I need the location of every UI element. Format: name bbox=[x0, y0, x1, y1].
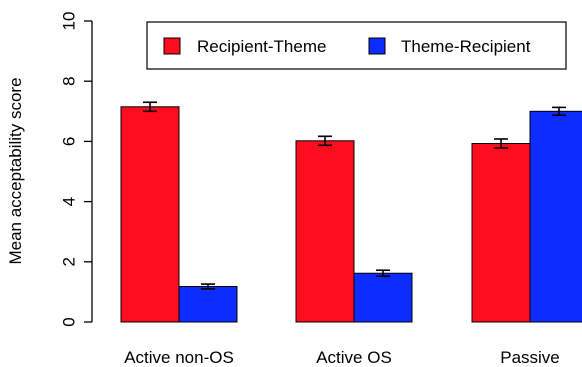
bar-theme-recipient-2 bbox=[529, 110, 582, 323]
y-tick-label: 2 bbox=[59, 257, 78, 266]
x-category-label: Active OS bbox=[316, 348, 392, 367]
bar-recipient-theme-1 bbox=[295, 140, 355, 323]
legend-swatch bbox=[368, 37, 386, 55]
bar-theme-recipient-0 bbox=[178, 285, 238, 323]
bar-recipient-theme-0 bbox=[120, 106, 180, 323]
legend: Recipient-Theme Theme-Recipient bbox=[146, 21, 567, 70]
y-tick-label: 6 bbox=[59, 137, 78, 146]
legend-box bbox=[146, 21, 567, 70]
x-category-label: Passive bbox=[500, 348, 560, 367]
y-tick-label: 10 bbox=[59, 12, 78, 31]
y-tick-label: 8 bbox=[59, 76, 78, 85]
legend-label: Theme-Recipient bbox=[401, 37, 531, 56]
y-tick-label: 4 bbox=[59, 197, 78, 206]
y-axis: 0 2 4 6 8 10 bbox=[59, 12, 93, 327]
error-bar-group bbox=[143, 101, 566, 290]
y-axis-title: Mean acceptability score bbox=[6, 77, 25, 264]
legend-label: Recipient-Theme bbox=[197, 37, 326, 56]
legend-swatch bbox=[163, 37, 181, 55]
y-tick-label: 0 bbox=[59, 317, 78, 326]
bar-group bbox=[120, 106, 582, 323]
x-category-label: Active non-OS bbox=[124, 348, 234, 367]
bar-theme-recipient-1 bbox=[353, 272, 413, 323]
x-axis-labels: Active non-OS Active OS Passive bbox=[124, 348, 560, 367]
bar-recipient-theme-2 bbox=[471, 143, 531, 323]
